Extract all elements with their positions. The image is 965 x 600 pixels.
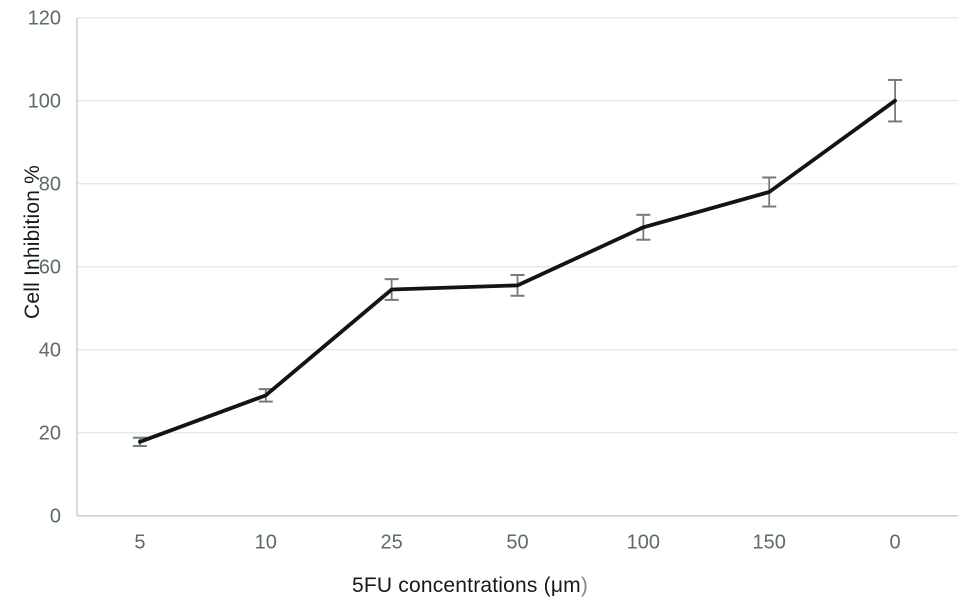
y-tick-label: 40 [39, 340, 61, 362]
y-tick-label: 100 [28, 91, 61, 113]
x-tick-label: 5 [134, 532, 145, 554]
y-tick-label: 60 [39, 257, 61, 279]
x-tick-label: 50 [506, 532, 528, 554]
x-tick-label: 100 [627, 532, 660, 554]
x-tick-label: 150 [753, 532, 786, 554]
x-tick-label: 25 [381, 532, 403, 554]
y-axis-title: Cell Inhibition % [21, 165, 44, 319]
x-tick-label: 10 [255, 532, 277, 554]
x-axis-title: 5FU concentrations (μm) [352, 574, 588, 598]
y-tick-label: 120 [28, 8, 61, 30]
y-tick-label: 0 [50, 506, 61, 528]
x-axis-title-suffix: ) [580, 574, 589, 597]
series-line [138, 98, 897, 444]
x-axis-title-text: 5FU concentrations (μm [351, 574, 581, 597]
y-tick-label: 80 [39, 174, 61, 196]
x-tick-label: 0 [890, 532, 901, 554]
y-tick-label: 20 [39, 423, 61, 445]
